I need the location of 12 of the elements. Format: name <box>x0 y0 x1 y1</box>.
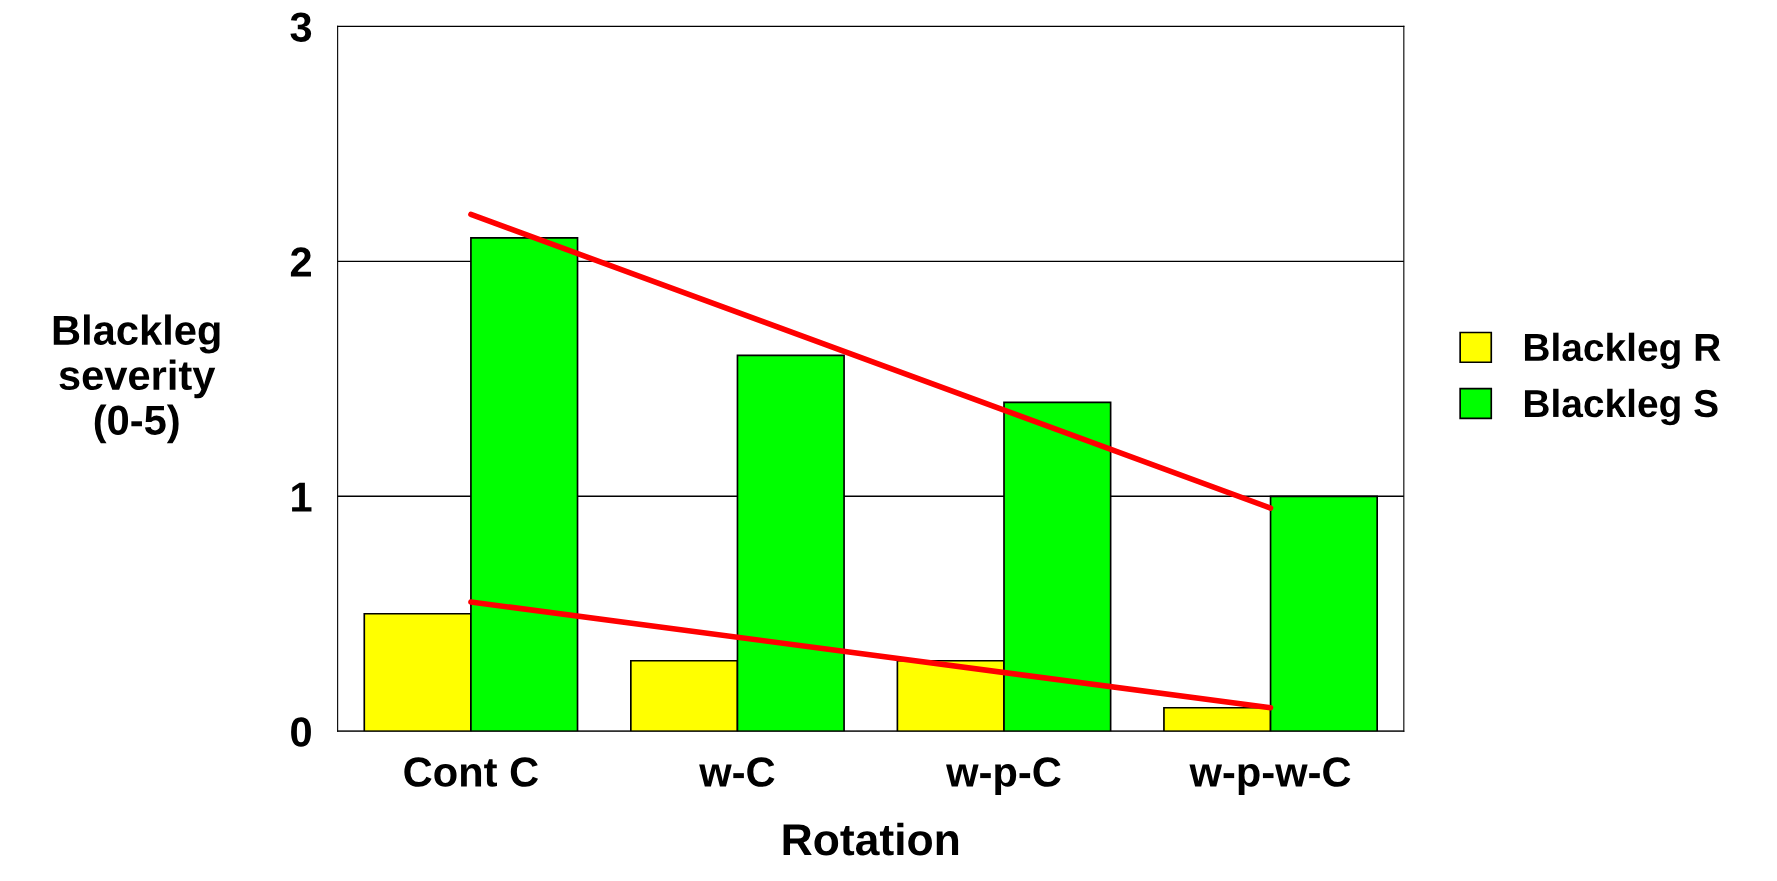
y-tick-label: 3 <box>290 12 312 42</box>
y-tick-label: 2 <box>290 247 311 277</box>
legend-label: Blackleg S <box>1524 388 1718 426</box>
legend-label: Blackleg R <box>1524 332 1721 370</box>
x-tick-label: w-C <box>699 757 775 787</box>
x-tick-label: Cont C <box>404 757 539 787</box>
x-tick-label: w-p-w-C <box>1189 757 1351 796</box>
y-tick-label: 0 <box>291 717 311 747</box>
y-tick-label: 1 <box>292 482 312 512</box>
x-axis-title: Rotation <box>783 822 959 856</box>
x-tick-label: w-p-C <box>946 757 1061 796</box>
y-axis-title: Blackleg severity (0-5) <box>53 314 220 444</box>
